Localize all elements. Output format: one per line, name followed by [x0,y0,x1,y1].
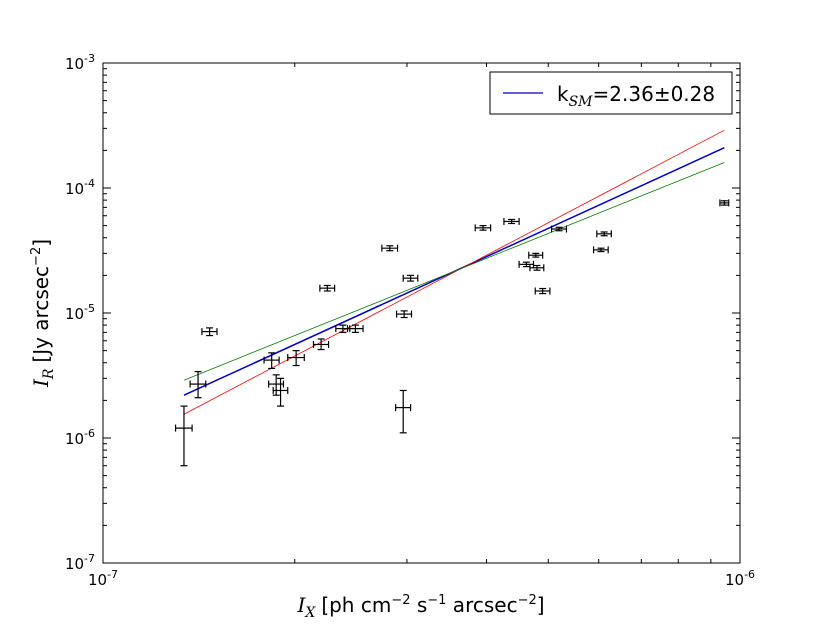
legend-label: kSM=2.36±0.28 [557,82,715,110]
data-point [402,274,419,282]
fit-lines [183,129,725,415]
y-tick-label: 10-3 [65,52,95,73]
data-point [272,377,289,407]
y-tick-label: 10-4 [65,177,95,198]
data-point [335,324,351,333]
x-tick-label: 10-6 [725,568,755,589]
data-point [263,352,280,370]
data-point [596,230,612,238]
data-point [529,264,545,272]
fit-line [183,162,725,381]
data-point [592,246,609,254]
data-point [201,327,218,337]
fit-line [183,129,725,415]
y-tick-label: 10-6 [65,427,95,448]
data-points [174,199,730,467]
data-point [550,225,568,233]
y-axis-label: IR[Jy arcsec−2] [29,239,57,388]
data-point [312,338,330,351]
x-tick-label: 10-7 [88,568,118,589]
data-point [395,389,412,434]
x-axis-label: IX [ph cm−2 s−1 arcsec−2] [296,593,544,621]
data-point [174,405,193,467]
plot-frame [102,62,741,564]
data-point [503,217,520,225]
data-point [719,199,730,207]
data-point [474,224,492,232]
data-point [518,260,535,268]
data-point [534,287,551,295]
data-point [189,370,207,399]
y-tick-label: 10-5 [65,302,95,323]
data-point [528,251,544,259]
data-point [268,374,285,396]
legend: kSM=2.36±0.28 [489,71,733,115]
data-point [381,244,399,252]
axis-ticks: 10-7 10-6 10-5 10-4 10-3 10-7 10-6 [65,52,755,589]
data-point [346,324,364,333]
data-point [395,310,413,319]
y-tick-label: 10-7 [65,552,95,573]
data-point [287,350,305,367]
data-point [319,284,336,292]
